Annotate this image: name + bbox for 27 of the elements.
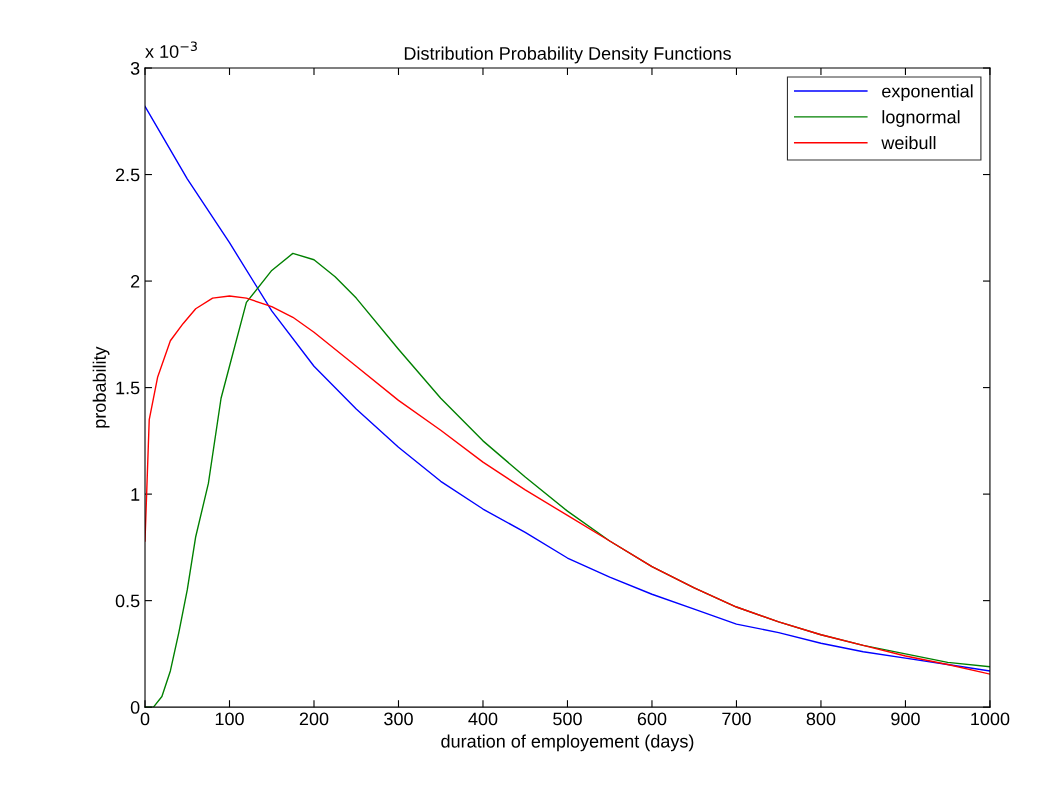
x-tick-label: 200 xyxy=(299,712,329,726)
x-tick-label: 100 xyxy=(215,712,244,726)
line-series xyxy=(145,105,990,672)
legend-label: lognormal xyxy=(882,110,960,127)
line-series xyxy=(145,295,990,675)
y-tick-label: 0 xyxy=(130,701,140,714)
text: x 10$^{−3}$ xyxy=(145,41,197,58)
y-tick-label: 3 xyxy=(130,61,140,75)
y-tick-label: 1.5 xyxy=(116,381,140,395)
x-tick-label: 700 xyxy=(722,712,751,726)
x-axis-title: duration of employement (days) xyxy=(441,734,694,752)
x-tick-label: 300 xyxy=(384,712,413,726)
x-tick-label: 600 xyxy=(637,712,667,726)
x-tick-label: 1000 xyxy=(971,712,1010,726)
legend-label: weibull xyxy=(881,135,936,150)
x-tick-label: 800 xyxy=(806,712,836,726)
x-tick-label: 500 xyxy=(553,712,582,726)
x-tick-label: 400 xyxy=(468,712,498,726)
y-tick-label: 2 xyxy=(131,275,140,288)
chart-title: Distribution Probability Density Functions xyxy=(404,46,731,64)
y-tick-label: 0.5 xyxy=(115,594,140,608)
legend-label: exponential xyxy=(882,84,973,102)
x-tick-label: 0 xyxy=(140,712,150,726)
x-tick-label: 900 xyxy=(891,712,920,726)
y-tick-label: 1 xyxy=(131,488,140,501)
y-axis-title: probability xyxy=(92,346,110,428)
y-tick-label: 2.5 xyxy=(115,168,140,182)
